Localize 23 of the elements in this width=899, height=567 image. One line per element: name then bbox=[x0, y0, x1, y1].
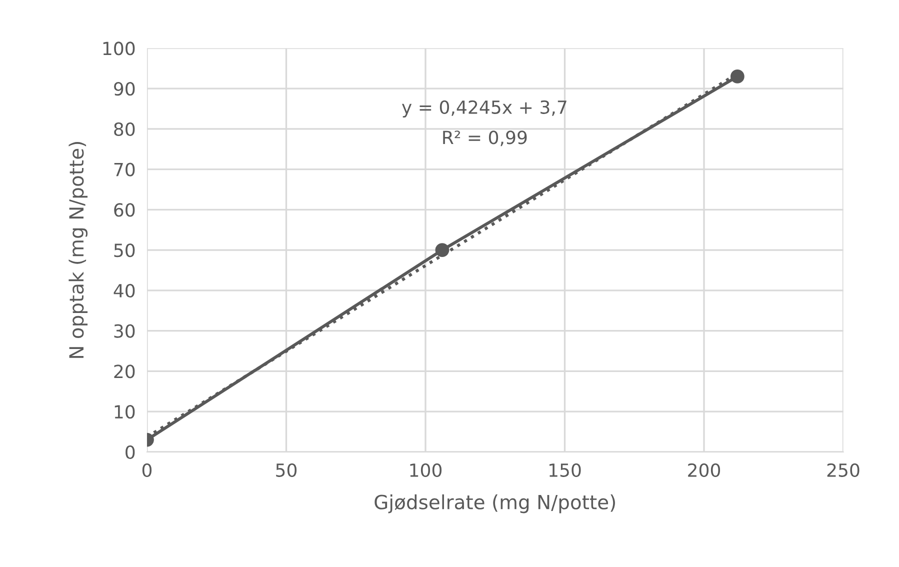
point bbox=[730, 70, 744, 84]
y-tick-label: 20 bbox=[114, 364, 135, 378]
y-tick-label: 90 bbox=[114, 82, 135, 96]
x-tick-label: 250 bbox=[827, 463, 860, 477]
y-tick-label: 100 bbox=[103, 42, 135, 56]
x-tick-label: 0 bbox=[142, 463, 152, 477]
annotation: y = 0,4245x + 3,7 bbox=[402, 100, 566, 118]
y-tick-label: 70 bbox=[114, 162, 135, 176]
point bbox=[435, 243, 450, 257]
y-tick-label: 10 bbox=[114, 404, 135, 419]
x-tick-label: 150 bbox=[550, 463, 581, 477]
y-tick-label: 60 bbox=[114, 203, 135, 217]
x-tick-label: 200 bbox=[688, 463, 720, 477]
y-tick-label: 80 bbox=[114, 122, 135, 136]
y-axis-title: N opptak (mg N/potte) bbox=[68, 142, 88, 358]
x-tick-label: 100 bbox=[410, 463, 442, 477]
annotation: R² = 0,99 bbox=[443, 130, 527, 146]
x-axis-title: Gjødselrate (mg N/potte) bbox=[374, 494, 615, 514]
y-tick-label: 30 bbox=[114, 324, 135, 338]
y-tick-label: 40 bbox=[114, 284, 135, 298]
x-tick-label: 50 bbox=[276, 463, 297, 477]
y-tick-label: 50 bbox=[114, 244, 135, 258]
y-tick-label: 0 bbox=[126, 445, 135, 460]
